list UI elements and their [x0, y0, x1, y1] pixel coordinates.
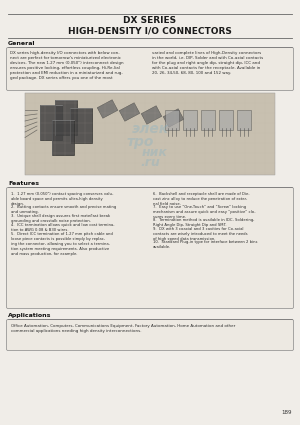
Text: Features: Features	[8, 181, 39, 186]
Text: DX SERIES: DX SERIES	[123, 16, 177, 25]
FancyBboxPatch shape	[7, 48, 293, 91]
Bar	[237, 110, 251, 130]
Text: Office Automation, Computers, Communications Equipment, Factory Automation, Home: Office Automation, Computers, Communicat…	[11, 324, 235, 333]
Text: 8.  Termination method is available in IDC, Soldering,
Right Angle Dip, Straight: 8. Termination method is available in ID…	[153, 218, 254, 227]
Text: .ru: .ru	[140, 156, 160, 168]
Text: 2.  Butting contacts ensure smooth and precise mating
and unmating.: 2. Butting contacts ensure smooth and pr…	[11, 205, 116, 214]
Text: 10.  Standard Plug-in type for interface between 2 bins
available.: 10. Standard Plug-in type for interface …	[153, 240, 257, 249]
Text: varied and complete lines of High-Density connectors
in the world, i.e. DIP, Sol: varied and complete lines of High-Densit…	[152, 51, 263, 75]
Bar	[25, 93, 275, 175]
Text: General: General	[8, 41, 35, 46]
Bar	[183, 110, 197, 130]
FancyArrow shape	[119, 103, 140, 121]
Text: HIGH-DENSITY I/O CONNECTORS: HIGH-DENSITY I/O CONNECTORS	[68, 26, 232, 35]
Text: 5.  Direct ICC termination of 1.27 mm pitch cable and
loose piece contacts is po: 5. Direct ICC termination of 1.27 mm pit…	[11, 232, 113, 256]
Text: тро: тро	[126, 135, 154, 149]
FancyBboxPatch shape	[7, 320, 293, 351]
Bar	[52, 120, 74, 155]
Text: Applications: Applications	[8, 313, 51, 318]
Text: 4.  ICC termination allows quick and low cost termina-
tion to AWG 0.08 & B30 wi: 4. ICC termination allows quick and low …	[11, 223, 115, 232]
FancyBboxPatch shape	[7, 187, 293, 309]
Bar	[55, 100, 77, 135]
Text: элек: элек	[131, 122, 169, 136]
Bar	[40, 105, 62, 140]
Bar	[201, 110, 215, 130]
Text: 6.  Backshell and receptacle shell are made of Die-
cast zinc alloy to reduce th: 6. Backshell and receptacle shell are ma…	[153, 192, 250, 206]
Bar	[219, 110, 233, 130]
Text: DX series high-density I/O connectors with below con-
nect are perfect for tomor: DX series high-density I/O connectors wi…	[10, 51, 124, 79]
Text: 1.  1.27 mm (0.050") contact spacing conserves valu-
able board space and permit: 1. 1.27 mm (0.050") contact spacing cons…	[11, 192, 113, 206]
FancyArrow shape	[141, 106, 162, 124]
Bar	[165, 110, 179, 130]
Text: 9.  DX with 3 coaxial and 3 cavities for Co-axial
contacts are wisely introduced: 9. DX with 3 coaxial and 3 cavities for …	[153, 227, 248, 241]
FancyArrow shape	[97, 100, 118, 118]
Text: ник: ник	[142, 145, 168, 159]
Text: 7.  Easy to use “One-Touch” and “Screw” locking
mechanism and assure quick and e: 7. Easy to use “One-Touch” and “Screw” l…	[153, 205, 256, 218]
Text: 3.  Unique shell design assures first mate/last break
grounding and crosstalk no: 3. Unique shell design assures first mat…	[11, 214, 110, 223]
Text: 189: 189	[281, 410, 292, 415]
FancyArrow shape	[163, 109, 184, 127]
Bar	[70, 108, 92, 143]
